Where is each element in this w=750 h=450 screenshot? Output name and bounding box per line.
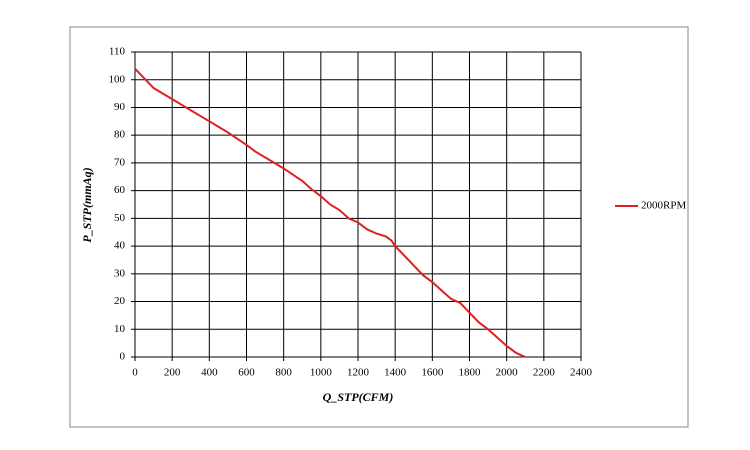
x-tick-label: 1200: [347, 367, 370, 379]
x-tick-label: 1800: [459, 367, 482, 379]
y-tick-label: 70: [114, 156, 126, 168]
y-tick-label: 0: [120, 351, 126, 363]
y-tick-label: 20: [114, 295, 126, 307]
y-tick-label: 30: [114, 267, 126, 279]
data-line: [134, 67, 526, 358]
y-tick-label: 110: [109, 46, 126, 58]
x-tick-label: 2200: [533, 367, 556, 379]
y-tick-label: 100: [109, 73, 126, 85]
y-tick-label: 90: [114, 101, 126, 113]
x-tick-label: 200: [164, 367, 181, 379]
y-tick-label: 10: [114, 323, 126, 335]
legend-label: 2000RPM: [641, 200, 686, 212]
y-tick-label: 50: [114, 212, 126, 224]
y-axis-label: P_STP(mmAq): [80, 167, 94, 242]
y-tick-label: 60: [114, 184, 126, 196]
x-tick-label: 2400: [570, 367, 593, 379]
chart-frame: [69, 26, 689, 428]
x-tick-label: 0: [132, 367, 138, 379]
x-tick-label: 800: [275, 367, 292, 379]
y-tick-label: 80: [114, 129, 126, 141]
x-tick-label: 1400: [384, 367, 407, 379]
x-axis-label: Q_STP(CFM): [323, 390, 394, 404]
x-tick-label: 400: [201, 367, 218, 379]
x-tick-label: 1600: [421, 367, 444, 379]
x-tick-label: 2000: [496, 367, 519, 379]
y-tick-label: 40: [114, 240, 126, 252]
x-tick-label: 600: [238, 367, 255, 379]
x-tick-label: 1000: [310, 367, 333, 379]
